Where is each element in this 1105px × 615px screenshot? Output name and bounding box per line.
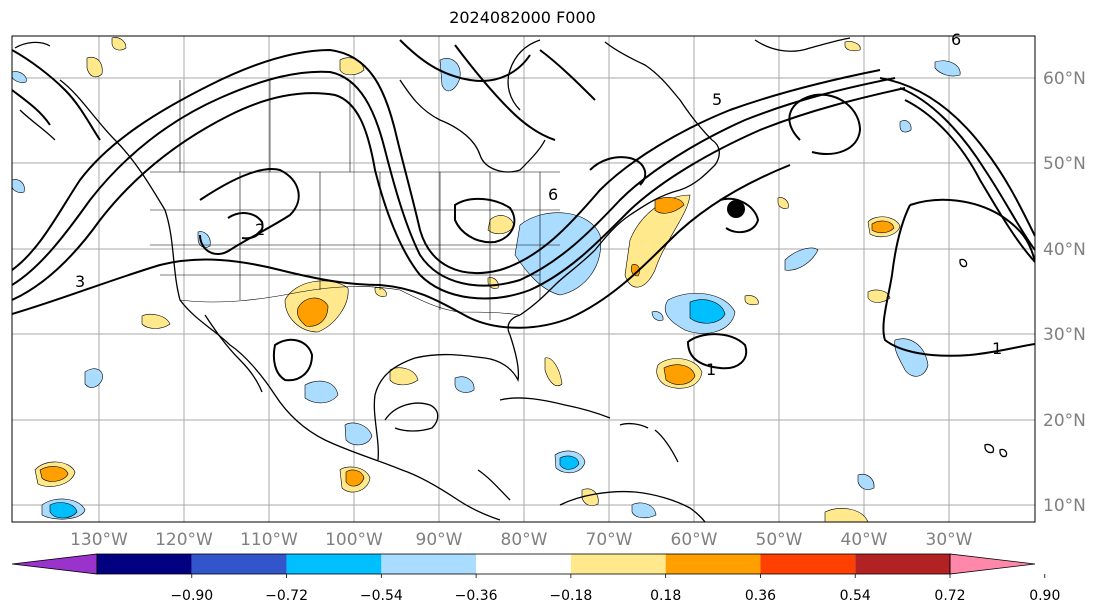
longitude-label: 130°W	[70, 530, 128, 550]
latitude-label: 10°N	[1043, 496, 1086, 516]
political-borders	[150, 80, 560, 320]
contour-label: 3	[75, 272, 85, 291]
coastlines	[14, 37, 1008, 522]
colorbar-tick-label: 0.36	[745, 588, 776, 604]
latitude-label: 20°N	[1043, 411, 1086, 431]
contour-label: 6	[951, 30, 961, 49]
colorbar-tick-label: 0.90	[1029, 588, 1060, 604]
shaded-anomalies	[12, 37, 961, 522]
longitude-label: 60°W	[671, 530, 718, 550]
latitude-label: 30°N	[1043, 325, 1086, 345]
colorbar-max-extend	[949, 553, 1036, 575]
longitude-label: 70°W	[586, 530, 633, 550]
latitude-label: 60°N	[1043, 69, 1086, 89]
contour-lines	[12, 39, 1035, 382]
colorbar-segment	[191, 554, 287, 574]
colorbar-segment	[665, 554, 761, 574]
contour-label: 1	[706, 360, 716, 379]
longitude-label: 40°W	[841, 530, 888, 550]
colorbar-tick-label: −0.18	[549, 588, 592, 604]
longitude-label: 90°W	[416, 530, 463, 550]
colorbar-segment	[286, 554, 382, 574]
contour-label-layer: 1 1 2 3 6 5 6	[75, 30, 1002, 379]
longitude-label: 80°W	[501, 530, 548, 550]
longitude-label: 30°W	[926, 530, 973, 550]
contour-label: 2	[255, 220, 265, 239]
contour-label: 5	[712, 90, 722, 109]
contour-label: 6	[548, 185, 558, 204]
colorbar-tick-label: 0.54	[840, 588, 871, 604]
longitude-label: 100°W	[325, 530, 383, 550]
latitude-label: 50°N	[1043, 154, 1086, 174]
longitude-label: 50°W	[756, 530, 803, 550]
longitude-labels: 130°W 120°W 110°W 100°W 90°W 80°W 70°W 60°W 50°W…	[70, 530, 973, 550]
colorbar-segment	[476, 554, 571, 574]
colorbar-tick-labels: −0.90 −0.72 −0.54 −0.36 −0.18 0.18 0.36 0.54 0.7…	[170, 574, 1060, 604]
latitude-label: 40°N	[1043, 240, 1086, 260]
colorbar	[11, 553, 1036, 575]
colorbar-tick-label: −0.90	[170, 588, 213, 604]
storm-center-marker	[727, 200, 745, 218]
colorbar-segment	[855, 554, 950, 574]
colorbar-outline	[96, 553, 951, 575]
colorbar-tick-label: 0.72	[934, 588, 965, 604]
colorbar-segment	[760, 554, 856, 574]
longitude-label: 120°W	[155, 530, 213, 550]
longitude-label: 110°W	[240, 530, 298, 550]
map-frame	[11, 35, 1036, 523]
colorbar-segment	[381, 554, 477, 574]
colorbar-tick-label: −0.72	[265, 588, 308, 604]
colorbar-segment	[97, 554, 192, 574]
colorbar-segment	[570, 554, 666, 574]
colorbar-tick-label: −0.36	[455, 588, 498, 604]
colorbar-tick-label: −0.54	[360, 588, 403, 604]
latitude-labels: 60°N 50°N 40°N 30°N 20°N 10°N	[1043, 69, 1086, 516]
colorbar-min-extend	[11, 553, 98, 575]
colorbar-tick-label: 0.18	[650, 588, 681, 604]
contour-label: 1	[992, 339, 1002, 358]
map-title: 2024082000 F000	[449, 8, 596, 27]
